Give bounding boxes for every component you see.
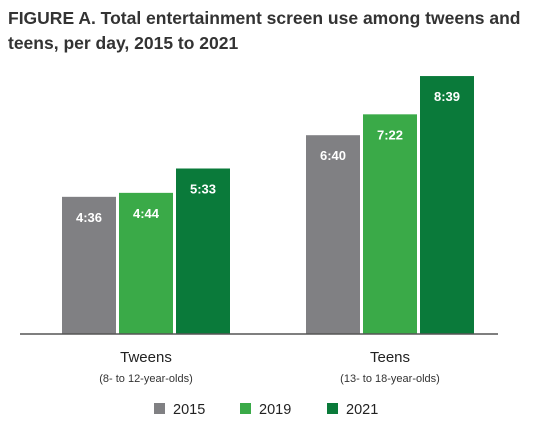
legend-swatch-2015 [154, 403, 165, 414]
legend-label: 2019 [259, 402, 291, 418]
legend-swatch-2021 [327, 403, 338, 414]
bar-value-label: 5:33 [190, 181, 216, 196]
category-sublabel: (13- to 18-year-olds) [340, 373, 440, 385]
bar-teens-2019 [363, 114, 417, 335]
bar-teens-2021 [420, 76, 474, 334]
bar-value-label: 6:40 [320, 148, 346, 163]
category-label: Tweens [120, 349, 172, 366]
bar-tweens-2015 [62, 196, 116, 334]
chart-title: FIGURE A. Total entertainment screen use… [8, 8, 521, 53]
bar-value-label: 7:22 [377, 127, 403, 142]
legend-label: 2021 [346, 402, 378, 418]
legend-label: 2015 [173, 402, 205, 418]
bar-tweens-2019 [119, 192, 173, 334]
category-label: Teens [370, 349, 410, 366]
bar-value-label: 4:44 [133, 206, 160, 221]
category-labels: Tweens (8- to 12-year-olds) Teens (13- to 1… [99, 349, 440, 385]
legend: 2015 2019 2021 [154, 402, 378, 418]
bar-value-label: 8:39 [434, 89, 460, 104]
category-sublabel: (8- to 12-year-olds) [99, 373, 193, 385]
bars-layer: 4:36 4:44 5:33 6:40 7:22 8:39 [62, 76, 474, 335]
bar-tweens-2021 [176, 168, 230, 334]
bar-value-label: 4:36 [76, 210, 102, 225]
legend-swatch-2019 [240, 403, 251, 414]
bar-teens-2015 [306, 135, 360, 334]
